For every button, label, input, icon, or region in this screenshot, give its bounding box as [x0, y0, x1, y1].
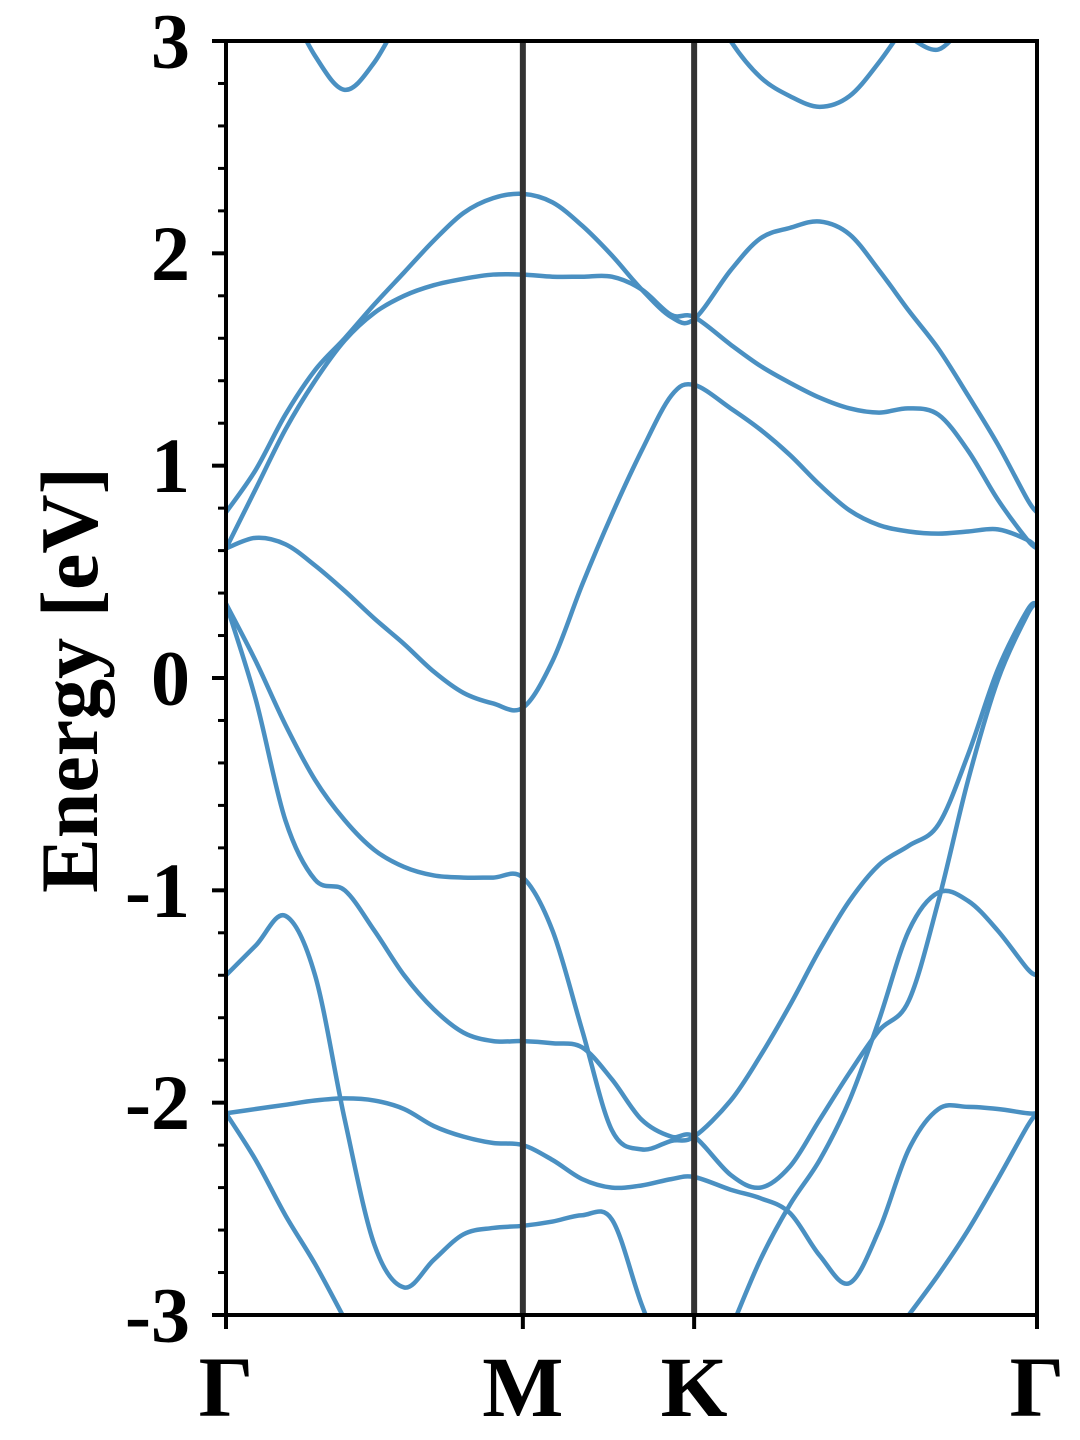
x-tick-label: K [661, 1339, 728, 1435]
band-line [226, 1096, 1037, 1286]
y-tick-label: -1 [125, 847, 190, 934]
y-axis-label: Energy [eV] [24, 467, 115, 893]
band-line [226, 1111, 1037, 1315]
band-line [226, 271, 1037, 551]
y-tick-label: -2 [125, 1059, 190, 1146]
y-tick-label: 2 [151, 210, 190, 297]
band-line [226, 191, 1037, 515]
band-line [226, 601, 1037, 1191]
band-line [303, 41, 898, 110]
band-line [911, 41, 954, 53]
x-tick-label: M [482, 1339, 563, 1435]
x-tick-label: Γ [199, 1339, 254, 1435]
plot-area [226, 41, 1037, 1315]
y-tick-label: 1 [151, 422, 190, 509]
band-line [226, 600, 1037, 1152]
y-tick-label: -3 [125, 1272, 190, 1359]
band-line [226, 381, 1037, 713]
plot-frame [224, 39, 1039, 1317]
x-tick-label: Γ [1010, 1339, 1065, 1435]
y-tick-label: 0 [151, 635, 190, 722]
y-tick-label: 3 [151, 0, 190, 85]
